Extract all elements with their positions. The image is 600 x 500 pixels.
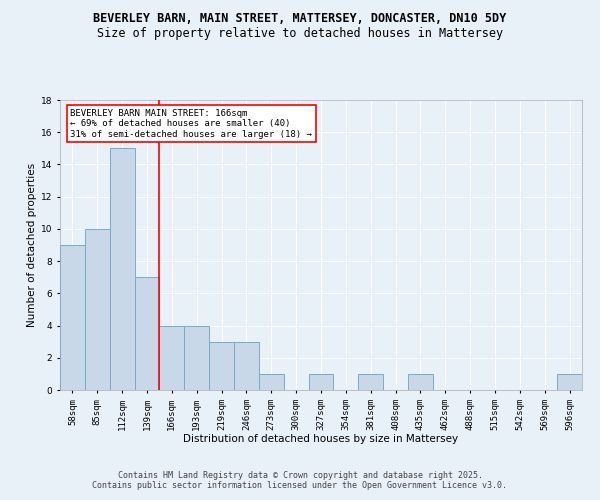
- X-axis label: Distribution of detached houses by size in Mattersey: Distribution of detached houses by size …: [184, 434, 458, 444]
- Y-axis label: Number of detached properties: Number of detached properties: [26, 163, 37, 327]
- Bar: [358, 374, 383, 390]
- Bar: [60, 245, 85, 390]
- Text: BEVERLEY BARN MAIN STREET: 166sqm
← 69% of detached houses are smaller (40)
31% : BEVERLEY BARN MAIN STREET: 166sqm ← 69% …: [70, 108, 313, 138]
- Bar: [408, 374, 433, 390]
- Text: Contains HM Land Registry data © Crown copyright and database right 2025.
Contai: Contains HM Land Registry data © Crown c…: [92, 470, 508, 490]
- Bar: [85, 229, 110, 390]
- Text: BEVERLEY BARN, MAIN STREET, MATTERSEY, DONCASTER, DN10 5DY: BEVERLEY BARN, MAIN STREET, MATTERSEY, D…: [94, 12, 506, 26]
- Bar: [308, 374, 334, 390]
- Bar: [110, 148, 134, 390]
- Bar: [234, 342, 259, 390]
- Bar: [557, 374, 582, 390]
- Bar: [259, 374, 284, 390]
- Bar: [160, 326, 184, 390]
- Bar: [184, 326, 209, 390]
- Bar: [209, 342, 234, 390]
- Text: Size of property relative to detached houses in Mattersey: Size of property relative to detached ho…: [97, 28, 503, 40]
- Bar: [134, 277, 160, 390]
